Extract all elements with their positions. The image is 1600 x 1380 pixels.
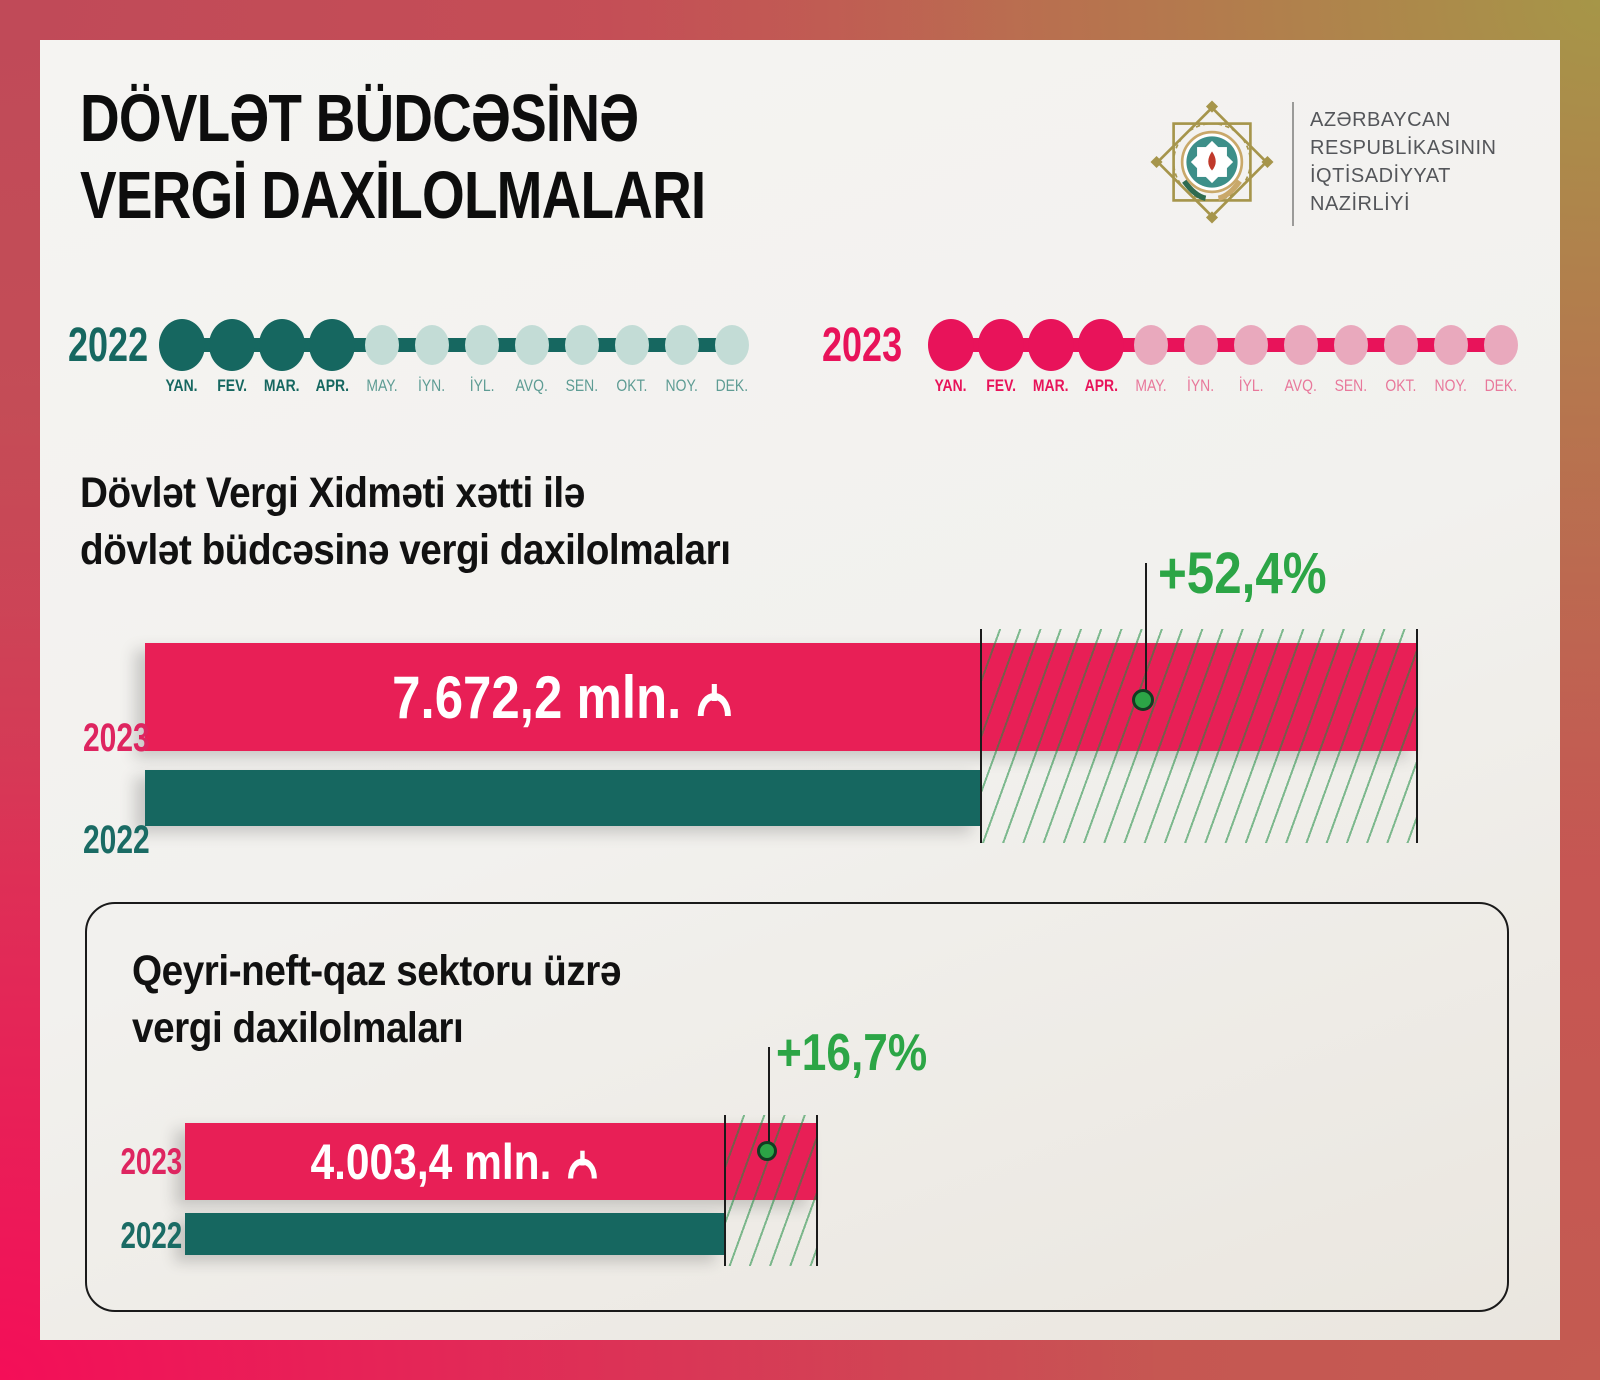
timeline-month: İYN. (1174, 318, 1228, 396)
timeline-month: OKT. (1374, 318, 1428, 396)
month-dot-empty-icon (715, 325, 749, 365)
growth-label-non-oil: +16,7% (776, 1024, 928, 1082)
ministry-name-line2: RESPUBLİKASININ (1310, 137, 1497, 159)
growth-label-state-tax: +52,4% (1158, 541, 1327, 606)
timeline-month: MAR. (1024, 318, 1078, 396)
month-dot-empty-icon (1334, 325, 1368, 365)
non-oil-section-box (85, 902, 1509, 1312)
timeline-month: YAN. (157, 318, 209, 396)
timeline-month: YAN. (926, 318, 978, 396)
month-dot-empty-icon (1184, 325, 1218, 365)
timeline-month: NOY. (1424, 318, 1478, 396)
month-dot-empty-icon (1484, 325, 1518, 365)
bar-year-label-2023: 2023 (120, 1141, 183, 1182)
timeline-month: NOY. (655, 318, 709, 396)
timeline-month: AVQ. (1274, 318, 1328, 396)
bar-2023-value: 7.672,2 mln. (145, 643, 981, 751)
timeline-month: APR. (1074, 318, 1128, 396)
timeline-month: İYN. (405, 318, 459, 396)
ministry-emblem-icon (1150, 100, 1274, 224)
timeline-month: MAR. (255, 318, 309, 396)
month-dot-filled-icon (259, 319, 305, 371)
timeline-month: İYL. (455, 318, 509, 396)
bar-2023-value: 4.003,4 mln. (185, 1123, 725, 1200)
page-title-line1: DÖVLƏT BÜDCƏSİNƏ (80, 81, 639, 156)
month-dot-empty-icon (1384, 325, 1418, 365)
ministry-name-line4: NAZİRLİYİ (1310, 193, 1411, 215)
month-dot-filled-icon (159, 319, 205, 371)
bar-2022-non-oil (185, 1213, 725, 1255)
page-title: DÖVLƏT BÜDCƏSİNƏ VERGİ DAXİLOLMALARI (80, 80, 706, 234)
month-dot-filled-icon (309, 319, 355, 371)
manat-currency-icon (567, 1150, 597, 1179)
infographic-panel: DÖVLƏT BÜDCƏSİNƏ VERGİ DAXİLOLMALARI AZƏ… (40, 40, 1560, 1340)
bar-2023-non-oil (185, 1123, 817, 1200)
timeline-2023-year-label: 2023 (822, 319, 903, 372)
timeline-2023: YAN. FEV. MAR. APR. MAY. İYN. İYL. AVQ. … (926, 318, 1526, 396)
hatch-edge-line (816, 1115, 818, 1266)
timeline-month: MAY. (355, 318, 409, 396)
month-dot-empty-icon (615, 325, 649, 365)
section-non-oil-heading: Qeyri-neft-qaz sektoru üzrə vergi daxilo… (132, 947, 621, 1052)
timeline-month: FEV. (205, 318, 259, 396)
timeline-month: OKT. (605, 318, 659, 396)
bar-year-label-2022: 2022 (83, 818, 150, 862)
month-dot-filled-icon (978, 319, 1024, 371)
bar-2022-state-tax (145, 770, 981, 826)
timeline-month: AVQ. (505, 318, 559, 396)
month-dot-empty-icon (365, 325, 399, 365)
month-dot-filled-icon (1028, 319, 1074, 371)
growth-pointer-dot (1132, 689, 1154, 711)
month-dot-empty-icon (1234, 325, 1268, 365)
growth-pointer-line (768, 1047, 770, 1153)
growth-pointer-line (1145, 563, 1147, 703)
timeline-month: SEN. (555, 318, 609, 396)
timeline-month: DEK. (1474, 318, 1526, 396)
section-state-tax-heading: Dövlət Vergi Xidməti xətti ilə dövlət bü… (80, 469, 731, 574)
page-title-line2: VERGİ DAXİLOLMALARI (80, 158, 706, 233)
month-dot-empty-icon (1134, 325, 1168, 365)
timeline-2022-year-label: 2022 (68, 319, 149, 372)
growth-pointer-dot (757, 1141, 777, 1161)
logo-divider (1292, 102, 1294, 226)
month-dot-empty-icon (1434, 325, 1468, 365)
month-dot-empty-icon (465, 325, 499, 365)
ministry-name-line3: İQTİSADİYYAT (1310, 165, 1451, 187)
timeline-month: MAY. (1124, 318, 1178, 396)
timeline-month: DEK. (705, 318, 757, 396)
hatch-edge-line (1416, 629, 1418, 843)
month-dot-filled-icon (1078, 319, 1124, 371)
timeline-month: FEV. (974, 318, 1028, 396)
bar-year-label-2023: 2023 (83, 716, 150, 760)
manat-currency-icon (697, 684, 731, 717)
ministry-name: AZƏRBAYCAN RESPUBLİKASININ İQTİSADİYYAT … (1310, 106, 1496, 218)
timeline-month: APR. (305, 318, 359, 396)
month-dot-filled-icon (209, 319, 255, 371)
bar-year-label-2022: 2022 (120, 1215, 183, 1256)
month-dot-empty-icon (565, 325, 599, 365)
ministry-name-line1: AZƏRBAYCAN (1310, 109, 1451, 131)
timeline-month: İYL. (1224, 318, 1278, 396)
month-dot-empty-icon (665, 325, 699, 365)
month-dot-empty-icon (415, 325, 449, 365)
month-dot-filled-icon (928, 319, 974, 371)
timeline-2022: YAN. FEV. MAR. APR. MAY. İYN. İYL. AVQ. … (157, 318, 757, 396)
month-dot-empty-icon (1284, 325, 1318, 365)
month-dot-empty-icon (515, 325, 549, 365)
timeline-month: SEN. (1324, 318, 1378, 396)
